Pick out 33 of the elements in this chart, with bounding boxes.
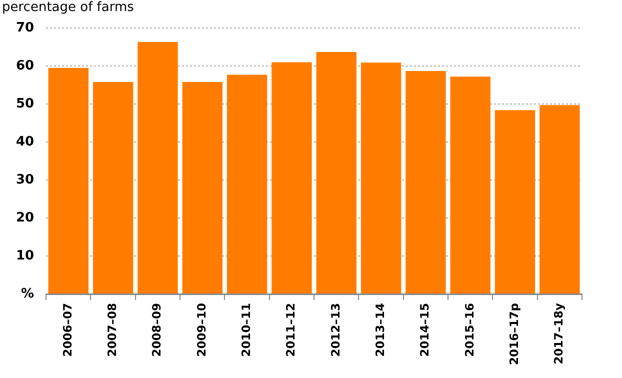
y-tick-label: 50 xyxy=(16,96,34,112)
x-tick-label: 2011–12 xyxy=(284,303,298,357)
x-tick-label: 2015–16 xyxy=(462,303,476,357)
x-tick-label: 2009–10 xyxy=(194,303,208,357)
bar xyxy=(272,62,312,294)
x-tick-label: 2016–17p xyxy=(506,303,521,366)
x-tick-label: 2013–14 xyxy=(373,303,388,357)
y-tick-label: % xyxy=(21,286,34,302)
bar xyxy=(406,70,446,294)
x-tick-label: 2006–07 xyxy=(60,303,74,357)
y-tick-label: 20 xyxy=(16,210,34,226)
bar xyxy=(138,42,178,294)
x-tick-label: 2017–18y xyxy=(552,302,566,364)
bar xyxy=(316,52,356,294)
x-tick-label: 2008–09 xyxy=(150,303,164,357)
y-tick-label: 70 xyxy=(16,20,34,36)
y-tick-label: 40 xyxy=(16,134,34,150)
bar xyxy=(494,110,536,294)
y-axis-title: percentage of farms xyxy=(2,0,134,15)
y-tick-label: 60 xyxy=(16,58,34,74)
bar xyxy=(182,82,222,294)
x-tick-label: 2010–11 xyxy=(239,303,254,357)
x-tick-label: 2012–13 xyxy=(328,303,342,357)
bar xyxy=(450,76,490,294)
bar xyxy=(360,62,402,294)
y-tick-label: 10 xyxy=(16,248,34,264)
y-tick-label: 30 xyxy=(16,172,34,188)
bar xyxy=(540,105,580,294)
x-tick-label: 2007–08 xyxy=(105,303,120,357)
bar xyxy=(226,74,268,294)
bar xyxy=(48,68,89,294)
bar xyxy=(92,82,134,294)
x-tick-label: 2014–15 xyxy=(418,303,432,357)
